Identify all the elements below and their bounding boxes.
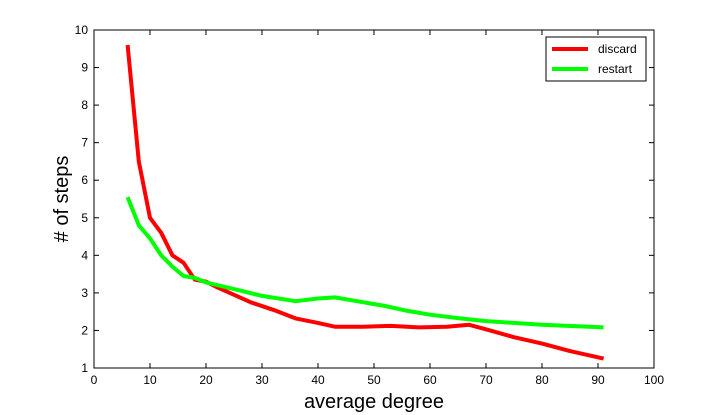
y-tick-label: 8 xyxy=(81,98,88,112)
legend-label-discard: discard xyxy=(598,42,637,56)
y-tick-label: 4 xyxy=(81,248,88,262)
y-tick-label: 6 xyxy=(81,173,88,187)
y-tick-label: 5 xyxy=(81,211,88,225)
x-tick-label: 50 xyxy=(367,373,381,387)
y-tick-label: 9 xyxy=(81,61,88,75)
x-tick-label: 60 xyxy=(423,373,437,387)
series-layer xyxy=(125,44,605,361)
x-tick-label: 10 xyxy=(143,373,157,387)
x-tick-label: 30 xyxy=(255,373,269,387)
y-tick-label: 2 xyxy=(81,323,88,337)
y-axis-title: # of steps xyxy=(51,156,73,243)
legend-box xyxy=(545,36,647,82)
x-tick-label: 90 xyxy=(591,373,605,387)
x-tick-label: 0 xyxy=(91,373,98,387)
y-tick-label: 10 xyxy=(75,23,89,37)
axes: 0 10 20 30 40 50 60 70 80 90 100 1 2 3 4 5 6 7 8 9 10 xyxy=(75,23,665,387)
x-tick-label: 20 xyxy=(199,373,213,387)
x-tick-label: 100 xyxy=(644,373,664,387)
y-tick-label: 7 xyxy=(81,136,88,150)
legend-label-restart: restart xyxy=(598,62,633,76)
y-tick-label: 1 xyxy=(81,361,88,375)
x-tick-label: 40 xyxy=(311,373,325,387)
series-line-discard xyxy=(125,44,605,361)
x-tick-label: 70 xyxy=(479,373,493,387)
x-axis-title: average degree xyxy=(304,391,444,413)
series-line-restart xyxy=(125,196,604,330)
y-tick-label: 3 xyxy=(81,286,88,300)
x-tick-label: 80 xyxy=(535,373,549,387)
legend: discard restart xyxy=(545,36,647,82)
